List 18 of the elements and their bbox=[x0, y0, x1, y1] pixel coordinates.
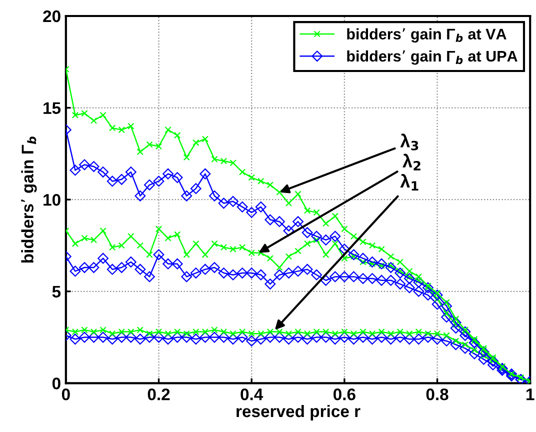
annotation: λ$_{3}$ bbox=[400, 134, 418, 150]
x-tick-label: 0.8 bbox=[426, 388, 448, 400]
x-tick-label: 1 bbox=[526, 388, 534, 400]
x-tick-label: 0 bbox=[62, 388, 70, 400]
annotation: λ$_{1}$ bbox=[400, 174, 418, 191]
x-tick-label: 0.4 bbox=[240, 388, 264, 400]
y-axis-title: bidders’ gain Γ$_{b}$ bbox=[21, 136, 37, 263]
x-tick-label: 0.2 bbox=[148, 388, 170, 400]
x-axis-title: reserved price r bbox=[236, 404, 360, 421]
y-tick-label: 0 bbox=[52, 378, 60, 390]
legend-label: bidders’ gain Γ$_{b}$ at VA bbox=[347, 28, 506, 43]
y-tick-label: 20 bbox=[43, 10, 60, 22]
y-tick-label: 10 bbox=[44, 194, 60, 206]
legend-label: bidders’ gain Γ$_{b}$ at UPA bbox=[347, 50, 518, 65]
y-tick-label: 15 bbox=[44, 102, 61, 114]
annotation: λ$_{2}$ bbox=[402, 154, 420, 170]
x-tick-label: 0.6 bbox=[334, 388, 356, 400]
y-tick-label: 5 bbox=[52, 286, 61, 298]
